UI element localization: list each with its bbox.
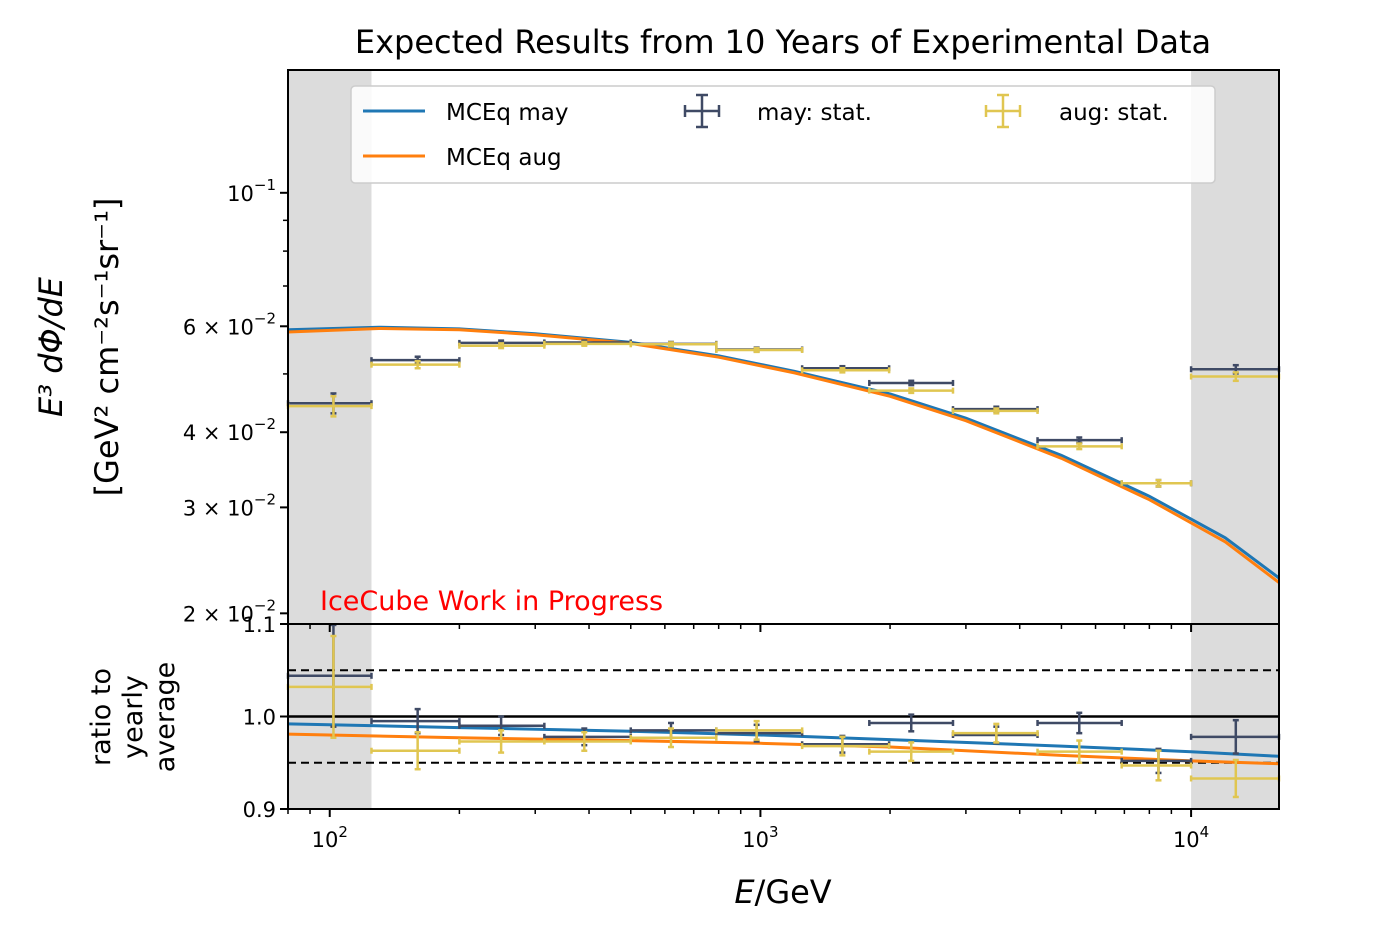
bottom-y-label-line2: yearly [118,675,149,759]
bottom-point-aug-stat-10 [1120,749,1193,782]
legend: MCEq may MCEq aug may: stat. aug: stat. [350,85,1216,184]
bottom-y-tick-label-1: 1.0 [243,706,276,730]
bottom-y-axis-label: ratio to yearly average [86,662,181,773]
top-y-tick-label-4: 2 × 10−2 [183,596,276,626]
bottom-y-tick-label-0: 0.9 [243,798,276,822]
top-point-aug-stat-1 [370,359,461,370]
chart-title: Expected Results from 10 Years of Experi… [355,23,1211,61]
legend-label-aug-stat: aug: stat. [1059,100,1169,126]
top-y-tick-label-2: 4 × 10−2 [183,415,276,445]
legend-marker-may-stat [683,93,721,129]
bottom-y-tick-label-2: 1.1 [243,613,276,637]
bottom-point-aug-stat-4 [629,727,718,749]
top-y-tick-label-1: 6 × 10−2 [183,309,276,339]
legend-label-may-stat: may: stat. [757,100,872,126]
series-layer [286,325,1281,799]
x-axis-label-var: E [734,873,755,911]
bottom-point-aug-stat-7 [868,741,955,763]
bottom-point-aug-stat-6 [800,735,891,757]
x-axis-label-unit: /GeV [755,873,832,911]
legend-label-mceq-aug: MCEq aug [446,145,562,171]
top-point-aug-stat-9 [1036,442,1123,451]
bottom-point-aug-stat-3 [543,730,633,752]
bottom-point-may-stat-9 [1036,711,1123,735]
tick-layer: 102 103 104 10−1 6 × 10−2 4 × 10−2 3 × 10−2 2 ×… [183,176,1209,852]
top-point-aug-stat-7 [868,387,955,395]
top-y-axis-label: E³ dΦ/dE [GeV² cm⁻²s⁻¹sr⁻¹] [32,198,126,497]
top-y-label-line2: [GeV² cm⁻²s⁻¹sr⁻¹] [88,198,126,497]
top-point-aug-stat-8 [951,407,1039,415]
x-tick-label-0: 102 [312,823,348,852]
bottom-line-mceq-may [287,722,1280,758]
top-point-aug-stat-6 [800,366,891,374]
bottom-point-may-stat-4 [629,721,718,740]
top-y-tick-label-0: 10−1 [227,176,276,206]
bottom-point-aug-stat-1 [370,730,461,771]
top-y-tick-label-3: 3 × 10−2 [183,490,276,520]
x-tick-label-1: 103 [742,823,778,852]
legend-marker-aug-stat [984,93,1022,129]
bottom-point-aug-stat-9 [1036,739,1123,764]
bottom-point-aug-stat-5 [715,719,804,741]
top-point-aug-stat-4 [629,341,718,348]
top-line-mceq-aug [287,326,1280,584]
top-point-aug-stat-10 [1120,478,1193,488]
top-y-label-line1: E³ dΦ/dE [32,276,70,417]
top-point-may-stat-7 [868,379,955,387]
x-axis-label: E/GeV [734,873,831,911]
bottom-y-label-line1: ratio to [86,668,117,766]
bottom-y-label-line3: average [150,662,181,773]
top-point-may-stat-9 [1036,436,1123,445]
bottom-point-aug-stat-2 [458,729,546,754]
legend-label-mceq-may: MCEq may [446,100,568,126]
bottom-point-may-stat-1 [370,707,461,735]
bottom-point-aug-stat-8 [951,722,1039,744]
annotation-text: IceCube Work in Progress [320,586,663,617]
shaded-region-1 [1191,70,1279,809]
x-tick-label-2: 104 [1173,823,1209,852]
reference-lines [288,669,1279,764]
top-point-aug-stat-5 [715,346,804,354]
bottom-point-may-stat-7 [868,713,955,733]
